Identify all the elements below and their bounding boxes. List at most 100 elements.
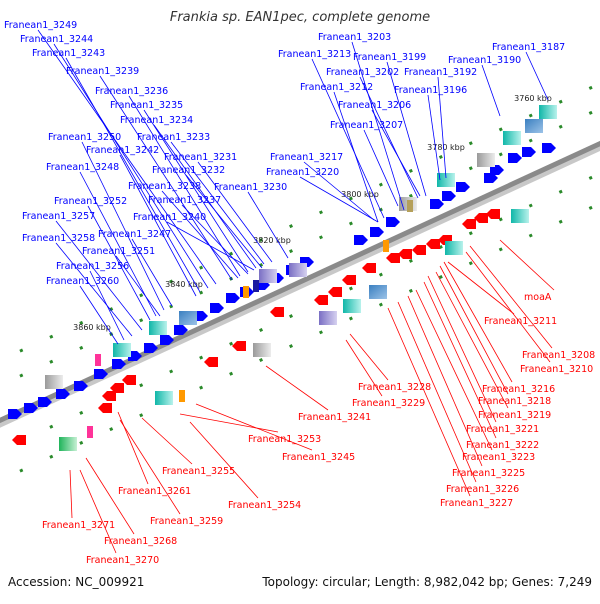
reverse-leader-line xyxy=(69,469,73,519)
forward-gene-arrow xyxy=(456,182,470,192)
forward-gene-label: Franean1_3256 xyxy=(56,261,129,272)
feature-block xyxy=(437,173,455,187)
reverse-leader-line xyxy=(387,307,471,497)
reverse-gene-arrow xyxy=(386,253,400,263)
forward-gene-label: Franean1_3249 xyxy=(4,20,77,31)
forward-gene-label: Franean1_3236 xyxy=(95,86,168,97)
reverse-gene-label: Franean1_3229 xyxy=(352,398,425,409)
reverse-gene-arrow xyxy=(362,263,376,273)
reverse-gene-arrow xyxy=(462,219,476,229)
forward-gene-label: Franean1_3207 xyxy=(330,120,403,131)
feature-block xyxy=(511,209,529,223)
feature-block xyxy=(445,241,463,255)
reverse-gene-arrow xyxy=(270,307,284,317)
forward-leader-line xyxy=(359,76,419,199)
reverse-leader-line xyxy=(119,419,181,515)
reverse-gene-arrow xyxy=(398,249,412,259)
forward-gene-label: Franean1_3257 xyxy=(22,211,95,222)
forward-gene-label: Franean1_3206 xyxy=(338,100,411,111)
forward-gene-arrow xyxy=(430,199,444,209)
forward-gene-arrow xyxy=(442,191,456,201)
reverse-gene-arrow xyxy=(232,341,246,351)
forward-leader-line xyxy=(386,61,427,197)
reverse-gene-arrow xyxy=(102,391,116,401)
reverse-gene-label: Franean1_3227 xyxy=(440,498,513,509)
reverse-leader-line xyxy=(349,333,389,381)
forward-leader-line xyxy=(115,255,161,317)
reverse-gene-label: Franean1_3271 xyxy=(42,520,115,531)
feature-block xyxy=(319,311,337,325)
reverse-leader-line xyxy=(499,239,555,291)
reverse-leader-line xyxy=(469,245,553,349)
reverse-gene-arrow xyxy=(122,375,136,385)
forward-gene-arrow xyxy=(94,369,108,379)
forward-leader-line xyxy=(303,161,375,221)
reverse-leader-line xyxy=(345,339,383,397)
feature-block xyxy=(525,119,543,133)
feature-block xyxy=(179,311,197,325)
forward-gene-label: Franean1_3232 xyxy=(152,165,225,176)
forward-gene-arrow xyxy=(38,397,52,407)
feature-block xyxy=(155,391,173,405)
forward-gene-label: Franean1_3196 xyxy=(394,85,467,96)
forward-gene-label: Franean1_3220 xyxy=(266,167,339,178)
reverse-gene-label: Franean1_3259 xyxy=(150,516,223,527)
reverse-leader-line xyxy=(439,265,509,395)
forward-gene-arrow xyxy=(370,227,384,237)
reverse-gene-label: Franean1_3216 xyxy=(482,384,555,395)
forward-leader-line xyxy=(333,91,379,223)
reverse-leader-line xyxy=(179,413,279,433)
reverse-gene-label: Franean1_3254 xyxy=(228,500,301,511)
forward-gene-arrow xyxy=(542,143,556,153)
feature-block xyxy=(253,280,259,292)
forward-gene-label: Franean1_3202 xyxy=(326,67,399,78)
feature-block xyxy=(45,375,63,389)
reverse-gene-label: moaA xyxy=(524,292,552,303)
forward-gene-arrow xyxy=(8,409,22,419)
forward-leader-line xyxy=(153,124,257,269)
forward-gene-label: Franean1_3243 xyxy=(32,48,105,59)
forward-gene-label: Franean1_3238 xyxy=(128,181,201,192)
forward-gene-label: Franean1_3234 xyxy=(120,115,193,126)
forward-gene-arrow xyxy=(210,303,224,313)
reverse-gene-arrow xyxy=(314,295,328,305)
forward-leader-line xyxy=(55,242,133,337)
forward-leader-line xyxy=(371,109,421,197)
feature-block xyxy=(149,321,167,335)
kbp-tick-label: 3820 kbp xyxy=(253,236,291,245)
forward-gene-label: Franean1_3250 xyxy=(48,132,121,143)
reverse-gene-arrow xyxy=(342,275,356,285)
feature-block xyxy=(259,269,277,283)
forward-gene-label: Franean1_3230 xyxy=(214,182,287,193)
reverse-gene-arrow xyxy=(12,435,26,445)
reverse-gene-label: Franean1_3270 xyxy=(86,555,159,566)
forward-gene-arrow xyxy=(24,403,38,413)
forward-leader-line xyxy=(427,94,441,181)
forward-gene-label: Franean1_3233 xyxy=(137,132,210,143)
reverse-gene-label: Franean1_3261 xyxy=(118,486,191,497)
reverse-leader-line xyxy=(265,365,329,411)
forward-gene-label: Franean1_3212 xyxy=(300,82,373,93)
feature-block xyxy=(95,354,101,366)
forward-gene-arrow xyxy=(144,343,158,353)
reverse-gene-label: Franean1_3218 xyxy=(478,396,551,407)
forward-gene-label: Franean1_3244 xyxy=(20,34,93,45)
forward-gene-label: Franean1_3237 xyxy=(148,195,221,206)
feature-block xyxy=(59,437,77,451)
feature-block xyxy=(407,200,413,212)
forward-gene-arrow xyxy=(174,325,188,335)
reverse-gene-label: Franean1_3208 xyxy=(522,350,595,361)
feature-block xyxy=(87,426,93,438)
forward-gene-label: Franean1_3213 xyxy=(278,49,351,60)
forward-leader-line xyxy=(89,270,125,341)
forward-gene-label: Franean1_3192 xyxy=(404,67,477,78)
forward-gene-arrow xyxy=(508,153,522,163)
forward-gene-label: Franean1_3242 xyxy=(86,145,159,156)
forward-leader-line xyxy=(181,204,249,275)
forward-gene-label: Franean1_3252 xyxy=(54,196,127,207)
forward-leader-line xyxy=(197,161,273,263)
forward-gene-arrow xyxy=(112,359,126,369)
forward-gene-label: Franean1_3231 xyxy=(164,152,237,163)
forward-gene-label: Franean1_3203 xyxy=(318,32,391,43)
forward-leader-line xyxy=(79,171,157,317)
